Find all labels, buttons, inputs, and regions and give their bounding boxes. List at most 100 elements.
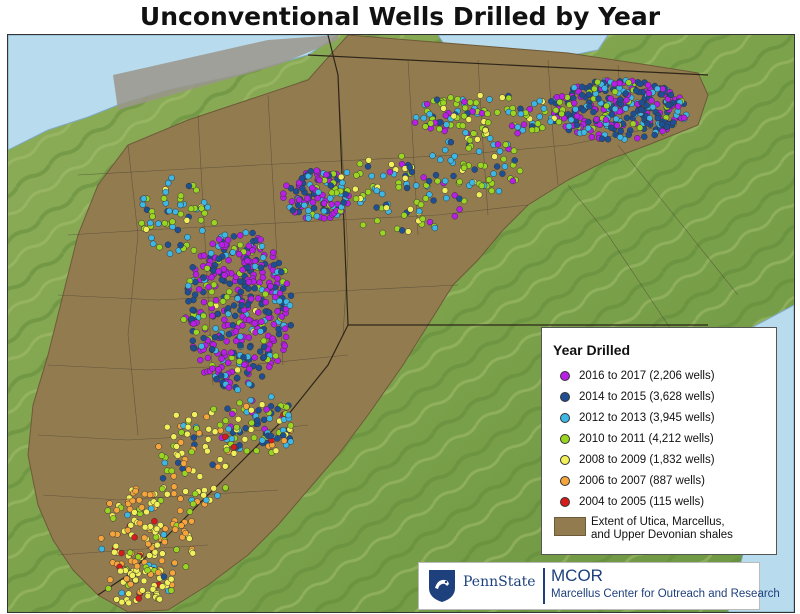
well-point bbox=[221, 433, 229, 441]
well-point bbox=[226, 280, 234, 287]
well-point bbox=[440, 99, 447, 107]
well-point bbox=[170, 433, 178, 440]
well-point bbox=[195, 429, 203, 437]
well-point bbox=[645, 90, 653, 97]
pennstate-shield-icon bbox=[429, 570, 455, 602]
well-point bbox=[211, 333, 219, 341]
well-point bbox=[379, 229, 387, 237]
well-point bbox=[608, 124, 615, 132]
well-point bbox=[135, 553, 142, 561]
well-point bbox=[162, 188, 169, 196]
well-point bbox=[143, 508, 150, 516]
well-point bbox=[236, 232, 244, 239]
well-point bbox=[279, 285, 287, 292]
well-point bbox=[295, 196, 303, 204]
well-point bbox=[192, 271, 200, 278]
well-point bbox=[337, 173, 345, 181]
well-point bbox=[193, 186, 200, 194]
well-point bbox=[139, 587, 146, 594]
well-point bbox=[244, 257, 251, 265]
well-point bbox=[460, 164, 468, 172]
well-point bbox=[189, 306, 196, 314]
well-point bbox=[328, 189, 336, 196]
well-point bbox=[190, 320, 197, 328]
well-point bbox=[259, 274, 267, 281]
well-point bbox=[185, 298, 192, 305]
well-point bbox=[558, 93, 566, 100]
well-point bbox=[443, 194, 450, 202]
well-point bbox=[221, 316, 228, 324]
well-point bbox=[236, 442, 243, 449]
well-point bbox=[630, 110, 637, 118]
well-point bbox=[407, 206, 414, 213]
well-point bbox=[225, 330, 233, 338]
well-point bbox=[536, 113, 543, 120]
well-point bbox=[451, 212, 459, 220]
well-point bbox=[411, 119, 419, 126]
well-point bbox=[125, 590, 132, 597]
well-point bbox=[97, 535, 105, 542]
legend-item: 2016 to 2017 (2,206 wells) bbox=[560, 368, 715, 384]
well-point bbox=[209, 312, 216, 320]
well-point bbox=[189, 337, 197, 344]
well-point bbox=[287, 422, 295, 429]
well-point bbox=[141, 534, 148, 542]
well-point bbox=[447, 94, 454, 101]
well-point bbox=[364, 163, 372, 170]
well-point bbox=[339, 179, 346, 187]
well-point bbox=[403, 184, 411, 192]
well-point bbox=[210, 485, 217, 492]
well-point bbox=[250, 434, 258, 442]
well-point bbox=[118, 549, 125, 557]
well-point bbox=[245, 316, 253, 324]
well-point bbox=[160, 195, 168, 202]
well-point bbox=[198, 205, 205, 212]
well-point bbox=[241, 436, 249, 443]
well-point bbox=[136, 519, 144, 527]
well-point bbox=[471, 166, 478, 173]
legend-title: Year Drilled bbox=[553, 342, 631, 358]
well-point bbox=[109, 530, 116, 538]
well-point bbox=[469, 108, 476, 115]
well-point bbox=[186, 508, 194, 515]
well-point bbox=[133, 562, 141, 570]
well-point bbox=[573, 112, 581, 120]
well-point bbox=[412, 182, 420, 189]
well-point bbox=[229, 410, 236, 418]
well-point bbox=[386, 168, 394, 176]
well-point bbox=[199, 227, 206, 234]
well-point bbox=[570, 99, 578, 107]
well-point bbox=[230, 302, 238, 309]
well-point bbox=[280, 190, 287, 197]
well-point bbox=[155, 443, 162, 450]
map-title: Unconventional Wells Drilled by Year bbox=[139, 2, 661, 31]
well-point bbox=[309, 184, 316, 192]
legend-label: 2006 to 2007 (887 wells) bbox=[579, 475, 705, 487]
well-point bbox=[200, 334, 207, 342]
well-point bbox=[245, 334, 253, 341]
legend-item: 2010 to 2011 (4,212 wells) bbox=[560, 431, 714, 447]
well-point bbox=[243, 403, 250, 410]
well-point bbox=[143, 226, 150, 233]
well-point bbox=[218, 355, 225, 363]
well-point bbox=[539, 124, 546, 131]
well-point bbox=[129, 497, 136, 505]
well-point bbox=[151, 549, 159, 556]
well-point bbox=[269, 335, 276, 342]
well-point bbox=[238, 302, 245, 309]
well-point bbox=[216, 421, 224, 429]
well-point bbox=[274, 275, 281, 282]
well-point bbox=[654, 114, 661, 122]
well-point bbox=[195, 286, 203, 293]
well-point bbox=[301, 201, 308, 209]
well-point bbox=[224, 305, 232, 312]
well-point bbox=[281, 342, 289, 350]
well-point bbox=[602, 116, 610, 124]
well-point bbox=[251, 263, 259, 270]
well-point bbox=[233, 374, 241, 382]
well-point bbox=[155, 220, 162, 227]
well-point bbox=[475, 148, 483, 155]
well-point bbox=[572, 106, 579, 113]
well-point bbox=[151, 517, 158, 525]
well-point bbox=[282, 333, 290, 341]
